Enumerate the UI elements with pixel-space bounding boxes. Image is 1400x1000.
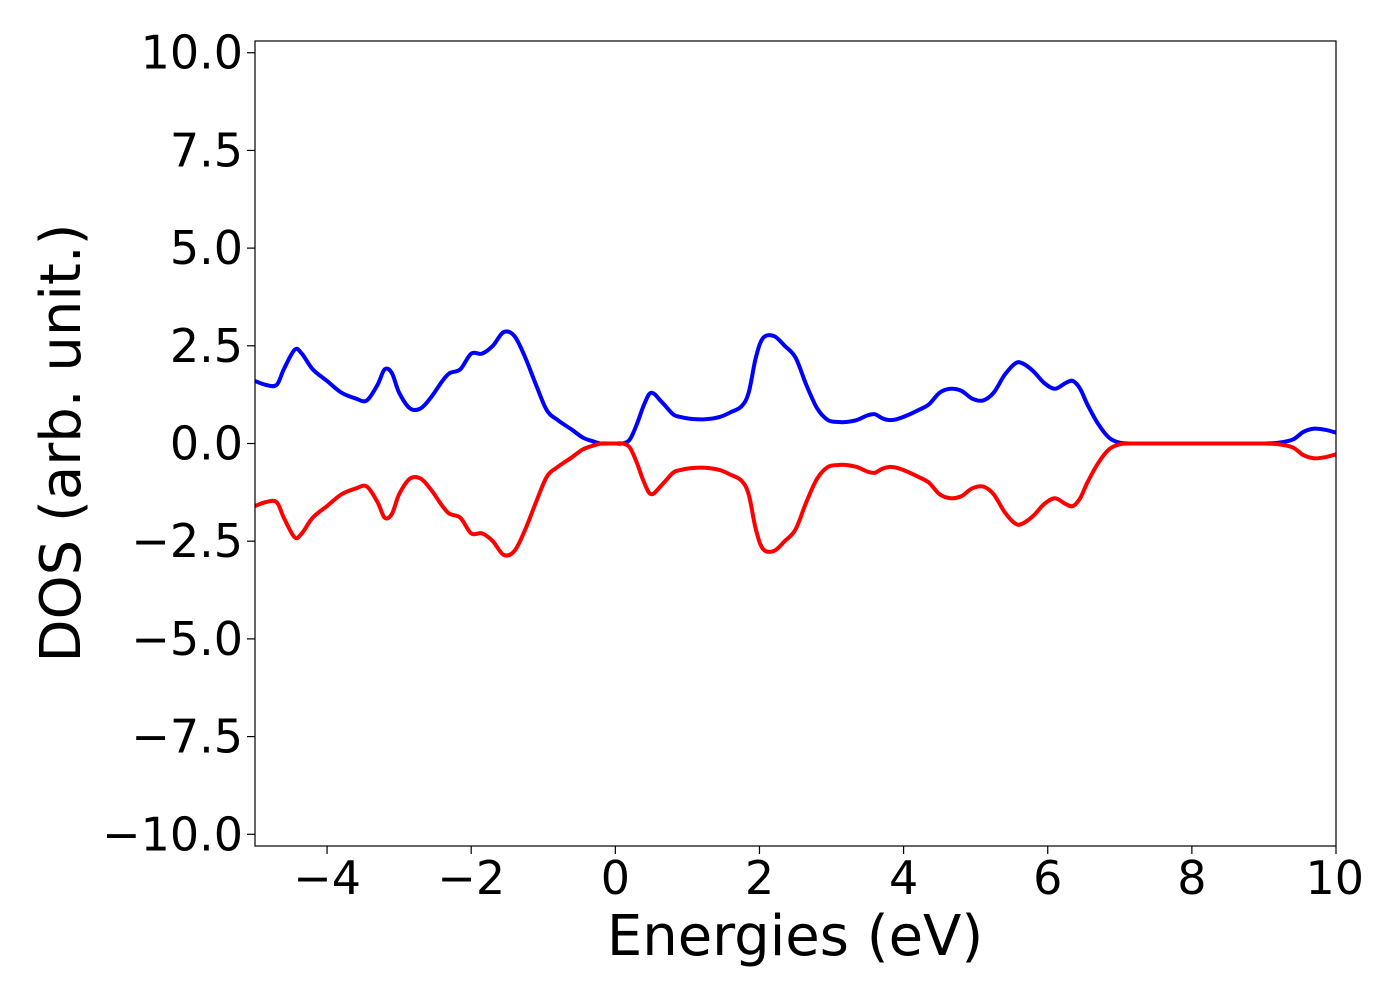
x-tick-label: −4 xyxy=(293,851,361,905)
x-axis-ticks: −4 −2 0 2 4 6 8 10 xyxy=(293,846,1364,905)
y-tick-label: 2.5 xyxy=(170,319,243,373)
y-tick-label: 5.0 xyxy=(170,221,243,275)
x-tick-label: 0 xyxy=(601,851,630,905)
y-tick-label: 0.0 xyxy=(170,417,243,471)
series-layer xyxy=(254,329,1337,558)
x-tick-label: 10 xyxy=(1305,851,1364,905)
x-axis-label: Energies (eV) xyxy=(607,904,983,969)
y-axis-label: DOS (arb. unit.) xyxy=(29,223,94,662)
x-tick-label: 8 xyxy=(1177,851,1206,905)
x-tick-label: −2 xyxy=(437,851,505,905)
y-axis-ticks: −10.0 −7.5 −5.0 −2.5 0.0 2.5 5.0 7.5 10.0 xyxy=(102,26,255,861)
x-tick-label: 6 xyxy=(1033,851,1062,905)
y-tick-label: −10.0 xyxy=(102,807,243,861)
y-tick-label: −2.5 xyxy=(131,514,243,568)
y-tick-label: 7.5 xyxy=(170,123,243,177)
y-tick-label: −5.0 xyxy=(131,612,243,666)
y-tick-label: −7.5 xyxy=(131,710,243,764)
dos-line-red xyxy=(254,441,1337,558)
x-tick-label: 2 xyxy=(745,851,774,905)
dos-line-blue xyxy=(254,329,1337,446)
y-tick-label: 10.0 xyxy=(141,26,243,80)
x-tick-label: 4 xyxy=(889,851,918,905)
